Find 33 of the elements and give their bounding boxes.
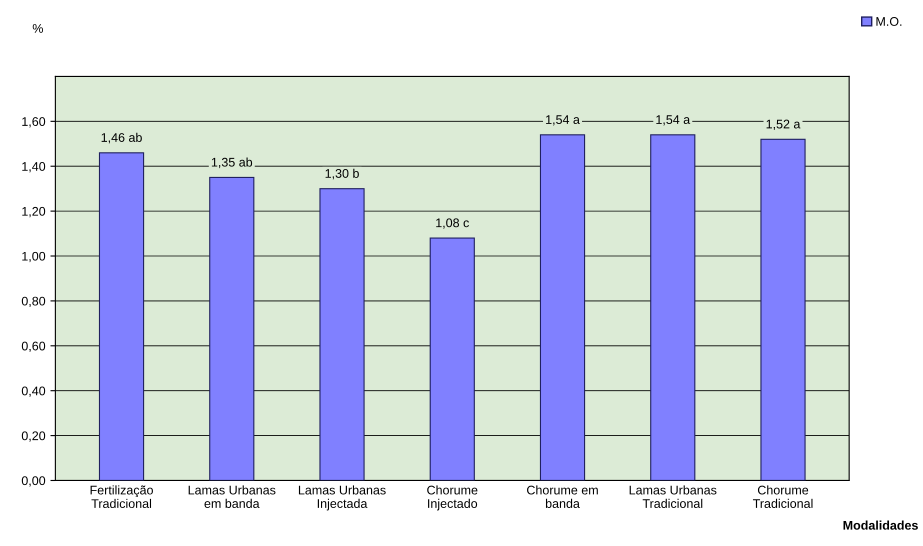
data-label: 1,35 ab xyxy=(212,157,252,168)
y-tick-label: 0,40 xyxy=(22,386,46,397)
bar xyxy=(540,134,586,480)
x-tick-label: Lamas Urbanas em banda xyxy=(188,485,276,508)
y-tick-label: 1,60 xyxy=(22,117,46,128)
data-label: 1,54 a xyxy=(656,115,690,126)
y-tick-label: 0,20 xyxy=(22,431,46,442)
data-label: 1,30 b xyxy=(326,168,359,180)
y-tick-label: 0,60 xyxy=(22,342,46,352)
bar xyxy=(430,238,475,480)
x-axis-title: Modalidades xyxy=(844,520,918,530)
y-axis-title: % xyxy=(32,24,43,33)
bar xyxy=(760,138,806,480)
legend-label: M.O. xyxy=(876,17,902,26)
x-tick-label: Fertilização Tradicional xyxy=(90,485,153,508)
x-tick-label: Lamas Urbanas Tradicional xyxy=(630,485,716,508)
x-tick-label: Lamas Urbanas Injectada xyxy=(298,485,386,510)
y-tick-label: 1,40 xyxy=(22,162,46,172)
x-tick-label: Chorume Injectado xyxy=(427,485,478,510)
data-label: 1,52 a xyxy=(766,120,800,130)
x-tick-label: Chorume em banda xyxy=(527,485,598,508)
x-tick-label: Chorume Tradicional xyxy=(752,485,813,508)
y-tick-label: 0,80 xyxy=(22,296,46,308)
y-tick-label: 0,00 xyxy=(22,476,46,487)
data-label: 1,08 c xyxy=(436,218,469,229)
bar xyxy=(98,152,144,480)
data-label: 1,54 a xyxy=(546,115,580,126)
bar xyxy=(319,188,365,480)
bar xyxy=(650,134,696,480)
y-tick-label: 1,20 xyxy=(22,206,46,218)
data-label: 1,46 ab xyxy=(102,132,142,144)
y-tick-label: 1,00 xyxy=(22,252,46,262)
bar xyxy=(209,176,254,480)
